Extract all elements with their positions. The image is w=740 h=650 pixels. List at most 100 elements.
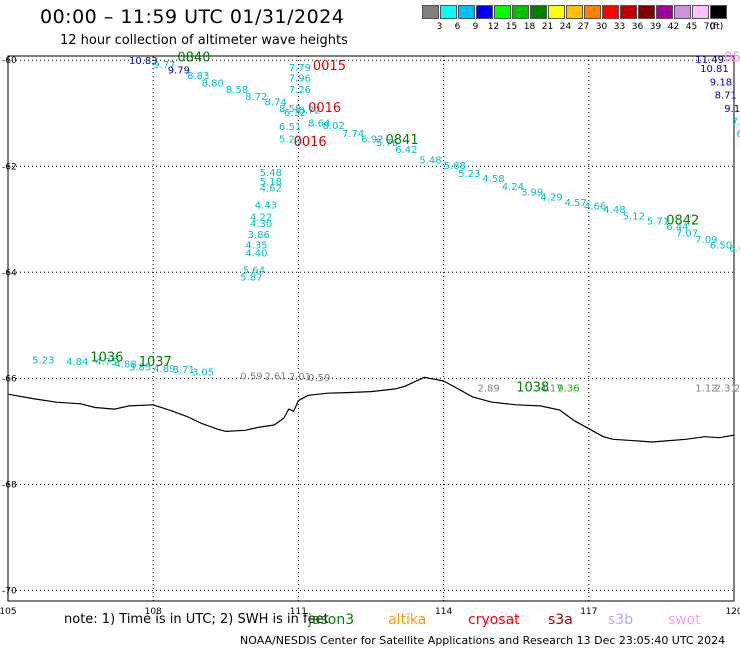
wave-height-value: 5.48 — [260, 168, 282, 179]
wave-height-value: 2.89 — [478, 384, 500, 395]
graticule — [8, 56, 734, 601]
wave-height-value: 4.66 — [584, 202, 606, 213]
legend-label: 3 — [436, 22, 443, 32]
track-0016-c: 0.59 2.61 2.010.59 — [240, 371, 330, 384]
track-0841: 5.766.425.48 5.685.23 4.584.243.994.29 4.57… — [376, 133, 669, 228]
page-subtitle: 12 hour collection of altimeter wave hei… — [60, 33, 348, 48]
legend-label: 27 — [577, 22, 590, 32]
mission-jason3: jason3 — [308, 612, 355, 628]
pass-time-label: 1038 — [516, 381, 549, 396]
track-0840: 10.839.779.798.838.808.588.728.748.58084… — [129, 50, 301, 115]
legend-label: 33 — [613, 22, 626, 32]
legend-label: 30 — [595, 22, 608, 32]
coastline — [7, 376, 735, 443]
wave-height-value: 4.57 — [565, 198, 587, 209]
wave-height-value: 2.01 — [289, 372, 311, 383]
wave-height-value: 3.99 — [521, 187, 543, 198]
wave-height-value: 6.51 — [279, 122, 301, 133]
wave-height-value: 8.83 — [187, 71, 209, 82]
lat-tick-label: -60 — [2, 56, 17, 66]
wave-height-value: 9.36 — [557, 384, 579, 395]
legend-label: 36 — [631, 22, 644, 32]
wave-height-value: 7.45 — [732, 117, 740, 128]
legend-swatch — [584, 5, 601, 19]
legend-swatch — [458, 5, 475, 19]
wave-height-value: 4.22 — [250, 212, 272, 223]
lon-tick-label: 120 — [725, 607, 740, 617]
wave-height-value: 2.61 — [265, 371, 287, 382]
legend-label: 6 — [454, 22, 461, 32]
wave-height-value: 4.75 — [95, 357, 117, 368]
wave-height-value: 4.58 — [482, 174, 504, 185]
legend-swatch — [476, 5, 493, 19]
wave-height-value: 3.85 — [129, 362, 151, 373]
wave-height-value: 6.71 — [736, 129, 740, 140]
axis-ticks: 105 108 111 114 117 120 -60 -62 -64 -66 -68 -70 — [0, 56, 740, 617]
legend-label: 70 — [703, 22, 716, 32]
legend-swatch — [620, 5, 637, 19]
wave-height-value: 8.80 — [202, 79, 224, 90]
lat-tick-label: -64 — [2, 268, 17, 278]
wave-height-value: 6.44 — [666, 222, 688, 233]
lat-tick-label: -62 — [2, 162, 17, 172]
wave-height-value: 1.12 — [695, 384, 717, 395]
wave-height-value: 5.76 — [376, 138, 398, 149]
legend-swatch — [638, 5, 655, 19]
wave-height-value: 7.0 — [739, 142, 740, 153]
legend-swatch — [422, 5, 439, 19]
wave-height-value: 4.17 — [540, 384, 562, 395]
track-0842: 6.447.077.096.506.07 0842 — [666, 214, 740, 256]
track-0016-b: 5.485.184.62 4.434.224.303.864.354.40 5.64… — [240, 135, 326, 283]
page-title: 00:00 – 11:59 UTC 01/31/2024 — [40, 6, 345, 28]
pass-time-label: 0015 — [313, 59, 346, 74]
wave-height-value: 4.29 — [540, 193, 562, 204]
wave-height-value: 0.59 — [308, 373, 330, 384]
legend-swatch — [548, 5, 565, 19]
wave-height-value: 8.74 — [265, 97, 287, 108]
wave-height-value: 4.62 — [260, 184, 282, 195]
wave-height-value: 4.40 — [245, 248, 267, 259]
wave-height-value: 8.02 — [323, 121, 345, 132]
legend-label: (ft) — [709, 22, 724, 32]
legend-swatch — [692, 5, 709, 19]
wave-height-value: 6.50 — [710, 240, 732, 251]
wave-height-value: 5.23 — [458, 169, 480, 180]
wave-height-value: 9.77 — [153, 60, 175, 71]
wave-height-value: 5.22 — [279, 134, 301, 145]
wave-height-value: 2.5 — [734, 384, 740, 395]
legend-label: 42 — [667, 22, 680, 32]
wave-height-value: 4.30 — [250, 219, 272, 230]
legend-label: 45 — [685, 22, 698, 32]
map-frame — [7, 55, 735, 602]
legend-label: 15 — [505, 22, 518, 32]
track-0015: 7.797.967.26 6.32 6.515.22 0015 — [279, 59, 346, 146]
legend-label: 18 — [523, 22, 536, 32]
pass-time-label: 0016 — [294, 135, 327, 150]
legend-swatch — [512, 5, 529, 19]
lon-tick-label: 111 — [290, 607, 307, 617]
wave-height-value: 3.05 — [192, 368, 214, 379]
wave-height-value: 5.48 — [419, 156, 441, 167]
wave-height-value: 6.42 — [395, 145, 417, 156]
wave-height-value: 10.83 — [129, 56, 158, 67]
lon-tick-label: 105 — [0, 607, 17, 617]
wave-height-value: 4.48 — [603, 205, 625, 216]
wave-height-value: 4.84 — [66, 357, 88, 368]
legend-swatch — [674, 5, 691, 19]
wave-height-value: 7.26 — [289, 85, 311, 96]
wave-height-value: 3.86 — [248, 230, 270, 241]
wave-height-value: 7.09 — [695, 235, 717, 246]
mission-s3a: s3a — [548, 612, 573, 628]
wave-height-value: 7.74 — [342, 129, 364, 140]
legend-swatch — [494, 5, 511, 19]
wave-height-value: 9.14 — [724, 104, 740, 115]
legend-swatch — [656, 5, 673, 19]
legend-label: 24 — [559, 22, 572, 32]
wave-height-value: 11.49 — [695, 55, 724, 66]
wave-height-value: 5.64 — [243, 265, 265, 276]
mission-swot: swot — [668, 612, 701, 628]
track-1038: 2.89 4.179.36 1038 — [478, 381, 580, 396]
pass-time-label: 0842 — [666, 214, 699, 229]
wave-height-value: 8.64 — [308, 119, 330, 130]
